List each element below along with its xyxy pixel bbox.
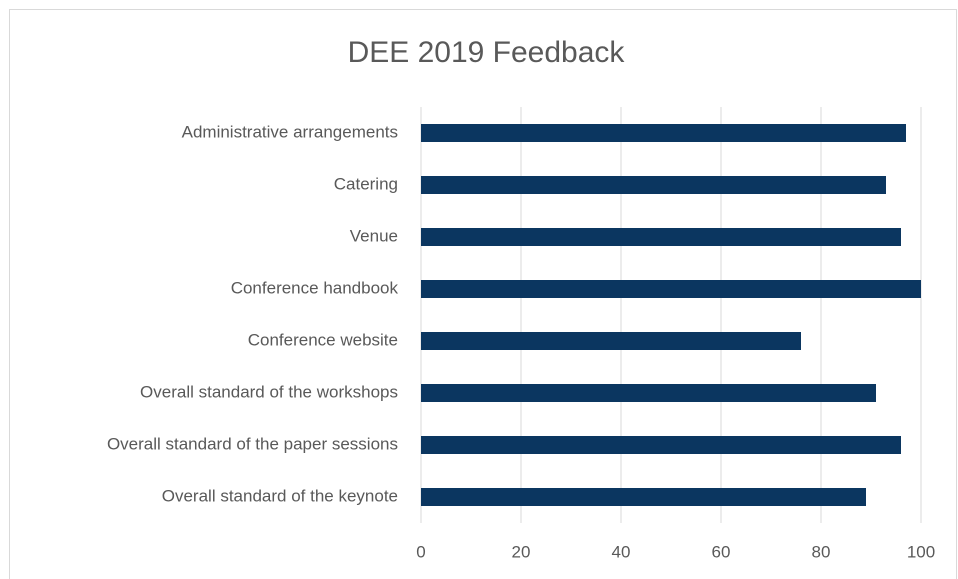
x-tick-label: 0 xyxy=(416,542,425,561)
y-tick-label: Administrative arrangements xyxy=(182,122,398,141)
y-tick-label: Conference handbook xyxy=(231,278,399,297)
bar xyxy=(421,332,801,350)
y-tick-label: Overall standard of the keynote xyxy=(162,486,398,505)
bar xyxy=(421,280,921,298)
x-tick-label: 80 xyxy=(812,542,831,561)
chart-title: DEE 2019 Feedback xyxy=(348,36,626,69)
bar xyxy=(421,176,886,194)
bar xyxy=(421,228,901,246)
bar xyxy=(421,124,906,142)
x-tick-label: 100 xyxy=(907,542,935,561)
bar xyxy=(421,488,866,506)
y-tick-label: Conference website xyxy=(248,330,398,349)
x-tick-label: 40 xyxy=(612,542,631,561)
y-tick-label: Overall standard of the paper sessions xyxy=(107,434,398,453)
x-tick-label: 20 xyxy=(512,542,531,561)
bar xyxy=(421,436,901,454)
y-tick-label: Catering xyxy=(334,174,398,193)
y-tick-label: Venue xyxy=(350,226,398,245)
bar xyxy=(421,384,876,402)
y-tick-label: Overall standard of the workshops xyxy=(140,382,398,401)
x-tick-label: 60 xyxy=(712,542,731,561)
